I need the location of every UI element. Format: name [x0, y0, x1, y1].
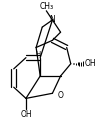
Text: O: O	[57, 91, 63, 100]
Text: CH₃: CH₃	[39, 2, 53, 11]
Text: H: H	[35, 51, 40, 57]
Text: OH: OH	[20, 110, 31, 119]
Text: N: N	[49, 15, 55, 24]
Text: OH: OH	[84, 59, 96, 68]
